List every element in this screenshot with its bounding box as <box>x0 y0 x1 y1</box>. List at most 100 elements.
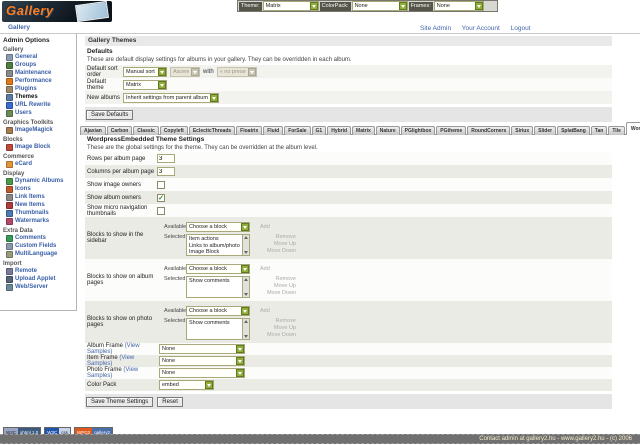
sidebar-item-plugins[interactable]: Plugins <box>6 86 75 93</box>
move-down-link[interactable]: Move Down <box>266 332 296 338</box>
sidebar-item-general[interactable]: General <box>6 54 75 61</box>
sidebar-item-comments[interactable]: Comments <box>6 235 75 242</box>
gallery-logo[interactable]: Gallery <box>2 1 112 22</box>
tab-splatbang[interactable]: SplatBang <box>557 126 590 135</box>
tab-copyleft[interactable]: Copyleft <box>159 126 188 135</box>
colorpack-select[interactable]: None <box>351 1 408 11</box>
tab-g1[interactable]: G1 <box>311 126 327 135</box>
sidebar-item-thumbnails[interactable]: Thumbnails <box>6 210 75 217</box>
add-block-link[interactable]: Add <box>260 265 270 272</box>
tab-fluid[interactable]: Fluid <box>263 126 284 135</box>
item-frame-select[interactable]: None <box>159 356 245 366</box>
default-theme-select[interactable]: Matrix <box>123 79 167 90</box>
move-up-link[interactable]: Move Up <box>273 325 296 331</box>
list-item[interactable]: Show comments <box>189 320 230 326</box>
tab-eclecticthreads[interactable]: EclecticThreads <box>188 126 236 135</box>
sidebar-item-link-items[interactable]: Link Items <box>6 194 75 201</box>
sidebar-item-upload-applet[interactable]: Upload Applet <box>6 276 75 283</box>
frames-select[interactable]: None <box>433 1 484 11</box>
tab-forsale[interactable]: ForSale <box>284 126 311 135</box>
move-down-link[interactable]: Move Down <box>266 248 296 254</box>
remove-block-link[interactable]: Remove <box>275 318 296 324</box>
tab-floatrix[interactable]: Floatrix <box>236 126 263 135</box>
sidebar-item-users[interactable]: Users <box>6 110 75 117</box>
tab-tan[interactable]: Tan <box>590 126 608 135</box>
choose-block-select[interactable]: Choose a block <box>186 305 250 316</box>
sidebar-item-maintenance[interactable]: Maintenance <box>6 70 75 77</box>
sidebar-item-web-server[interactable]: Web/Server <box>6 284 75 291</box>
show-image-owners-checkbox[interactable] <box>157 180 165 189</box>
album-frame-select[interactable]: None <box>159 344 245 354</box>
tab-nature[interactable]: Nature <box>375 126 400 135</box>
list-item[interactable]: Show comments <box>189 278 230 284</box>
tab-tile[interactable]: Tile <box>608 126 625 135</box>
move-up-link[interactable]: Move Up <box>273 283 296 289</box>
sidebar-item-remote[interactable]: Remote <box>6 268 75 275</box>
view-samples-link[interactable]: (View Samples) <box>87 343 140 355</box>
tab-ajaxian[interactable]: Ajaxian <box>80 126 106 135</box>
sidebar-item-dynamic-albums[interactable]: Dynamic Albums <box>6 178 75 185</box>
list-item[interactable]: Image Block <box>189 249 220 255</box>
tab-siriux[interactable]: Siriux <box>511 126 534 135</box>
tab-pglightbox[interactable]: PGlightbox <box>400 126 436 135</box>
show-micro-nav-checkbox[interactable] <box>157 206 165 215</box>
add-block-link[interactable]: Add <box>260 307 270 314</box>
add-block-link[interactable]: Add <box>260 223 270 230</box>
theme-select[interactable]: Matrix <box>262 1 319 11</box>
select-arrow-icon <box>241 264 249 273</box>
site-admin-link[interactable]: Site Admin <box>420 25 452 32</box>
sidebar-item-ecard[interactable]: eCard <box>6 161 75 168</box>
photo-frame-select[interactable]: None <box>159 368 245 378</box>
sidebar-item-groups[interactable]: Groups <box>6 62 75 69</box>
save-defaults-button[interactable]: Save Defaults <box>86 109 134 120</box>
sidebar-item-multilanguage[interactable]: MultiLanguage <box>6 251 75 258</box>
columns-per-page-input[interactable] <box>157 167 175 176</box>
show-album-owners-checkbox[interactable]: ✓ <box>157 193 165 202</box>
list-item[interactable]: Item actions <box>189 236 219 242</box>
listbox-scrollbar[interactable] <box>242 319 249 339</box>
list-item[interactable]: Links to album/photo peers <box>189 242 241 249</box>
sidebar-item-imagemagick[interactable]: ImageMagick <box>6 127 75 134</box>
logout-link[interactable]: Logout <box>510 25 531 32</box>
remove-block-link[interactable]: Remove <box>275 234 296 240</box>
sidebar-item-custom-fields[interactable]: Custom Fields <box>6 243 75 250</box>
tab-slider[interactable]: Slider <box>534 126 557 135</box>
listbox-scrollbar[interactable] <box>242 235 249 255</box>
sidebar-item-url-rewrite[interactable]: URL Rewrite <box>6 102 75 109</box>
breadcrumb[interactable]: Gallery <box>8 24 31 31</box>
selected-blocks-list[interactable]: Show comments <box>186 318 250 340</box>
listbox-scrollbar[interactable] <box>242 277 249 297</box>
selected-blocks-list[interactable]: Show comments <box>186 276 250 298</box>
tab-roundcorners[interactable]: RoundCorners <box>467 126 511 135</box>
choose-block-select[interactable]: Choose a block <box>186 221 250 232</box>
tab-hybrid[interactable]: Hybrid <box>327 126 352 135</box>
move-up-link[interactable]: Move Up <box>273 241 296 247</box>
tab-carbon[interactable]: Carbon <box>106 126 133 135</box>
view-samples-link[interactable]: (View Samples) <box>87 367 139 379</box>
default-sort-order-select[interactable]: Manual sort order <box>123 66 167 77</box>
sidebar-item-icons[interactable]: Icons <box>6 186 75 193</box>
sidebar-item-image-block[interactable]: Image Block <box>6 144 75 151</box>
tab-classic[interactable]: Classic <box>133 126 159 135</box>
tab-pgtheme[interactable]: PGtheme <box>436 126 467 135</box>
your-account-link[interactable]: Your Account <box>461 25 500 32</box>
move-down-link[interactable]: Move Down <box>266 290 296 296</box>
sidebar-item-performance[interactable]: Performance <box>6 78 75 85</box>
tab-wordpressembedded[interactable]: WordpressEmbedded <box>625 122 640 135</box>
tab-matrix[interactable]: Matrix <box>352 126 375 135</box>
reset-button[interactable]: Reset <box>157 396 183 407</box>
new-albums-select[interactable]: Inherit settings from parent album <box>123 92 219 103</box>
color-pack-select[interactable]: embed <box>159 380 214 390</box>
sidebar-item-themes[interactable]: Themes <box>6 94 75 101</box>
rows-per-page-input[interactable] <box>157 154 175 163</box>
view-samples-link[interactable]: (View Samples) <box>87 355 135 367</box>
selected-blocks-list[interactable]: Item actions Links to album/photo peers … <box>186 234 250 256</box>
choose-block-select[interactable]: Choose a block <box>186 263 250 274</box>
select-arrow-icon <box>158 80 166 89</box>
save-theme-settings-button[interactable]: Save Theme Settings <box>86 396 154 407</box>
sidebar-item-new-items[interactable]: New Items <box>6 202 75 209</box>
contact-text[interactable]: Contact admin at gallery2.hu - www.galle… <box>479 436 632 442</box>
sidebar-item-watermarks[interactable]: Watermarks <box>6 218 75 225</box>
remove-block-link[interactable]: Remove <box>275 276 296 282</box>
remote-icon <box>6 268 13 275</box>
